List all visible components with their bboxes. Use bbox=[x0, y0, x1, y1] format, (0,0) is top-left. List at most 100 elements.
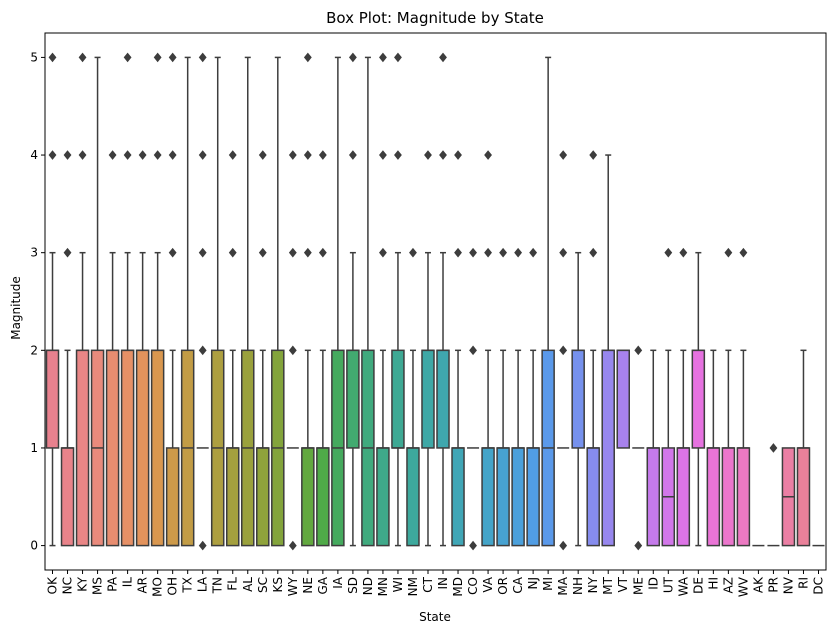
box-body bbox=[301, 447, 315, 547]
x-tick-label: WV bbox=[736, 576, 750, 597]
box-AR bbox=[135, 150, 150, 547]
x-tick-label: AR bbox=[136, 577, 150, 594]
box-body bbox=[75, 349, 90, 547]
outlier-point bbox=[258, 247, 267, 258]
outlier-point bbox=[769, 443, 778, 453]
x-tick-label: NM bbox=[406, 577, 420, 596]
outlier-point bbox=[469, 345, 477, 356]
plot-area bbox=[45, 52, 825, 551]
box-SD bbox=[346, 52, 360, 547]
x-tick-label: NC bbox=[61, 577, 75, 594]
x-tick-label: NE bbox=[301, 577, 315, 594]
box-KS bbox=[271, 56, 285, 547]
box-LA bbox=[196, 52, 209, 551]
box-NH bbox=[571, 251, 585, 547]
box-AZ bbox=[721, 247, 736, 547]
box-NE bbox=[301, 52, 315, 547]
x-tick-label: RI bbox=[796, 577, 810, 589]
x-tick-label: KY bbox=[76, 576, 90, 591]
x-tick-label: ND bbox=[361, 577, 375, 595]
box-MA bbox=[557, 150, 570, 551]
box-body bbox=[135, 349, 150, 547]
x-tick-label: DC bbox=[811, 577, 825, 595]
outlier-point bbox=[123, 150, 132, 160]
outlier-point bbox=[303, 150, 312, 160]
outlier-point bbox=[499, 247, 508, 258]
box-WI bbox=[391, 52, 405, 547]
outlier-point bbox=[559, 345, 568, 356]
outlier-point bbox=[409, 247, 417, 258]
outlier-point bbox=[439, 52, 447, 63]
y-tick-label: 1 bbox=[30, 441, 38, 455]
x-tick-label: WY bbox=[286, 576, 300, 596]
outlier-point bbox=[198, 150, 207, 160]
outlier-point bbox=[198, 247, 207, 258]
x-tick-label: WA bbox=[676, 576, 690, 596]
outlier-point bbox=[739, 247, 748, 258]
outlier-point bbox=[123, 52, 132, 63]
outlier-point bbox=[379, 52, 387, 63]
outlier-point bbox=[288, 345, 297, 356]
outlier-point bbox=[454, 150, 462, 160]
box-SC bbox=[256, 150, 270, 547]
outlier-point bbox=[424, 150, 432, 160]
outlier-point bbox=[78, 150, 87, 160]
outlier-point bbox=[288, 150, 297, 160]
outlier-point bbox=[348, 150, 357, 160]
outlier-point bbox=[379, 150, 387, 160]
outlier-point bbox=[439, 150, 447, 160]
box-body bbox=[706, 447, 721, 547]
x-tick-label: IL bbox=[121, 577, 135, 588]
box-body bbox=[45, 349, 60, 449]
box-NV bbox=[781, 447, 796, 547]
box-PR bbox=[767, 443, 780, 547]
x-tick-label: OK bbox=[46, 576, 60, 594]
outlier-point bbox=[589, 150, 598, 160]
box-KY bbox=[75, 52, 90, 547]
outlier-point bbox=[529, 247, 538, 258]
x-tick-label: SC bbox=[256, 577, 270, 593]
x-tick-label: FL bbox=[226, 577, 240, 591]
box-MS bbox=[90, 56, 105, 547]
box-body bbox=[601, 349, 615, 547]
outlier-point bbox=[634, 345, 643, 356]
x-tick-label: KS bbox=[271, 577, 285, 593]
x-axis: OK NC KY MS PA IL AR MO OH TX LA TN FL AL SC KS WY NE GA IA… bbox=[46, 570, 825, 597]
box-body bbox=[496, 447, 510, 547]
x-tick-label: DE bbox=[691, 577, 705, 594]
box-VA bbox=[481, 150, 495, 547]
box-body bbox=[105, 349, 120, 547]
box-body bbox=[676, 447, 691, 547]
outlier-point bbox=[589, 247, 598, 258]
x-tick-label: IA bbox=[331, 576, 345, 589]
outlier-point bbox=[288, 247, 297, 258]
x-tick-label: VT bbox=[616, 576, 630, 592]
x-tick-label: UT bbox=[661, 576, 675, 593]
x-axis-label: State bbox=[419, 610, 451, 624]
box-OH bbox=[165, 52, 180, 547]
x-tick-label: TX bbox=[181, 577, 195, 594]
box-WA bbox=[676, 247, 691, 547]
box-body bbox=[586, 447, 600, 547]
box-CO bbox=[467, 247, 480, 551]
x-tick-label: MA bbox=[556, 576, 570, 595]
x-tick-label: LA bbox=[196, 576, 210, 592]
box-body bbox=[406, 447, 420, 547]
box-OR bbox=[496, 247, 510, 547]
x-tick-label: MT bbox=[601, 576, 615, 594]
box-MO bbox=[150, 52, 165, 547]
x-tick-label: CO bbox=[466, 577, 480, 595]
x-tick-label: SD bbox=[346, 577, 360, 594]
outlier-point bbox=[303, 52, 312, 63]
outlier-point bbox=[724, 247, 733, 258]
outlier-point bbox=[198, 52, 207, 63]
box-body bbox=[150, 349, 165, 547]
box-body bbox=[391, 349, 405, 449]
box-body bbox=[436, 349, 450, 449]
box-TX bbox=[180, 56, 195, 547]
box-body bbox=[346, 349, 360, 449]
y-tick-label: 3 bbox=[30, 246, 38, 260]
box-CT bbox=[421, 150, 435, 547]
x-tick-label: TN bbox=[211, 577, 225, 594]
box-body bbox=[481, 447, 495, 547]
